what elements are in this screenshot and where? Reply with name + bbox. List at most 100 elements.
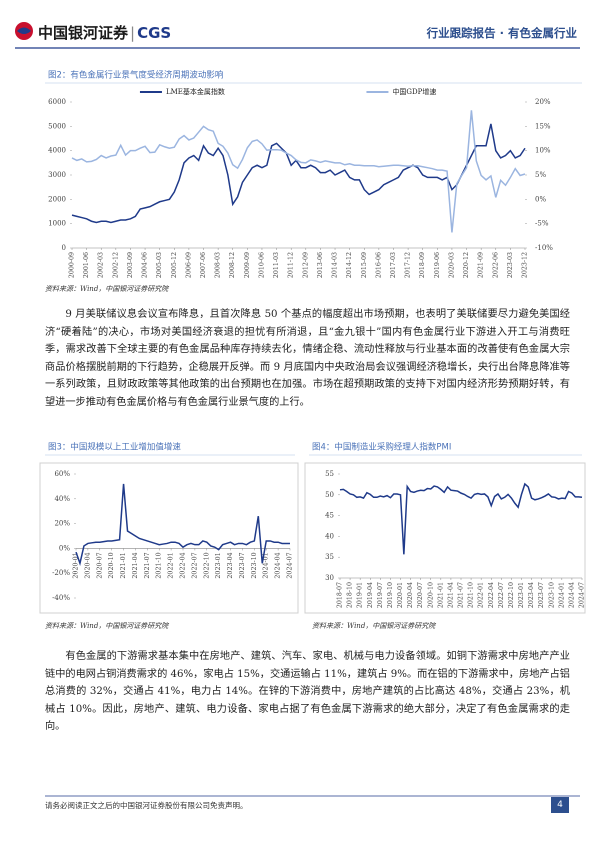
- logo-en: CGS: [137, 24, 172, 42]
- y2-tick-label: 20%: [535, 98, 551, 106]
- x-tick-label: 2023-10: [548, 582, 555, 608]
- series-line: [71, 110, 526, 233]
- paragraph: 有色金属的下游需求基本集中在房地产、建筑、汽车、家电、机械与电力设备领域。如铜下…: [45, 651, 570, 733]
- y-tick-label: 35: [325, 553, 334, 561]
- x-tick-label: 2024-07: [287, 552, 294, 578]
- y2-tick-label: 15%: [535, 122, 551, 130]
- x-tick-label: 2022-01: [168, 552, 175, 578]
- x-tick-label: 2020-03: [448, 252, 455, 278]
- logo-text: 中国银河证券 | CGS: [38, 22, 171, 43]
- y-tick-label: 55: [325, 470, 334, 478]
- x-tick-label: 2023-01: [518, 582, 525, 608]
- x-tick-label: 2020-07: [96, 552, 103, 578]
- y-tick-label: 20%: [54, 520, 70, 528]
- x-tick-label: 2020-10: [108, 552, 115, 578]
- y-tick-label: 1000: [48, 220, 66, 228]
- x-tick-label: 2005-12: [171, 252, 178, 278]
- x-tick-label: 2022-04: [488, 582, 495, 608]
- x-tick-label: 2022-07: [191, 552, 198, 578]
- x-tick-label: 2023-12: [522, 252, 529, 278]
- x-tick-label: 2017-12: [405, 252, 412, 278]
- paragraph: 9 月美联储议息会议宣布降息，且首次降息 50 个基点的幅度超出市场预期，也表明…: [45, 309, 570, 408]
- x-tick-label: 2021-04: [132, 552, 139, 578]
- x-tick-label: 2020-04: [84, 552, 91, 578]
- x-tick-label: 2024-04: [275, 552, 282, 578]
- series-line: [339, 482, 583, 555]
- x-tick-label: 2023-10: [251, 552, 258, 578]
- x-tick-label: 2021-10: [156, 552, 163, 578]
- x-tick-label: 2023-04: [528, 582, 535, 608]
- disclaimer: 请务必阅读正文之后的中国银河证券股份有限公司免责声明。: [45, 801, 248, 810]
- figure-title: 图4：中国制造业采购经理人指数PMI: [312, 442, 451, 453]
- x-tick-label: 2024-04: [568, 582, 575, 608]
- x-tick-label: 2019-10: [387, 582, 394, 608]
- y-tick-label: 6000: [48, 98, 66, 106]
- y2-tick-label: 10%: [535, 147, 551, 155]
- x-tick-label: 2008-12: [229, 252, 236, 278]
- x-tick-label: 2024-07: [579, 582, 586, 608]
- y-tick-label: 40: [325, 532, 334, 540]
- x-tick-label: 2022-04: [180, 552, 187, 578]
- legend-label: 中国GDP增速: [392, 87, 436, 96]
- x-tick-label: 2018-10: [347, 582, 354, 608]
- x-tick-label: 2004-06: [142, 252, 149, 278]
- y-tick-label: -20%: [52, 569, 70, 577]
- x-tick-label: 2019-06: [434, 252, 441, 278]
- y2-tick-label: -5%: [535, 220, 549, 228]
- x-tick-label: 2002-12: [112, 252, 119, 278]
- x-tick-label: 2001-06: [83, 252, 90, 278]
- x-tick-label: 2013-06: [317, 252, 324, 278]
- legend-label: LME基本金属指数: [166, 87, 225, 96]
- logo-divider: |: [130, 24, 136, 42]
- x-tick-label: 2012-09: [302, 252, 309, 278]
- y-tick-label: 45: [325, 512, 334, 520]
- y2-tick-label: -10%: [535, 244, 553, 252]
- x-tick-label: 2021-01: [437, 582, 444, 608]
- x-tick-label: 2016-06: [375, 252, 382, 278]
- x-tick-label: 2024-01: [558, 582, 565, 608]
- x-tick-label: 2022-10: [203, 552, 210, 578]
- x-tick-label: 2014-12: [346, 252, 353, 278]
- y-tick-label: 5000: [48, 122, 66, 130]
- x-tick-label: 2020-12: [463, 252, 470, 278]
- x-tick-label: 2023-07: [239, 552, 246, 578]
- y-tick-label: 0: [62, 244, 66, 252]
- y-tick-label: 3000: [48, 171, 66, 179]
- x-tick-label: 2009-09: [244, 252, 251, 278]
- source-note: 资料来源：Wind，中国银河证券研究院: [45, 285, 169, 293]
- x-tick-label: 2000-09: [69, 252, 76, 278]
- figure-title: 图3：中国规模以上工业增加值增速: [48, 442, 181, 453]
- logo-mark-inner: [17, 27, 31, 34]
- x-tick-label: 2021-10: [468, 582, 475, 608]
- x-tick-label: 2002-03: [98, 252, 105, 278]
- page-number: 4: [551, 797, 569, 813]
- y-tick-label: 40%: [54, 495, 70, 503]
- x-tick-label: 2018-07: [337, 582, 344, 608]
- y2-tick-label: 5%: [535, 171, 546, 179]
- x-tick-label: 2011-03: [273, 252, 280, 278]
- y-tick-label: 60%: [54, 470, 70, 478]
- y-tick-label: 30: [325, 574, 334, 582]
- x-tick-label: 2014-03: [332, 252, 339, 278]
- x-tick-label: 2005-03: [156, 252, 163, 278]
- x-tick-label: 2006-09: [185, 252, 192, 278]
- y-tick-label: 2000: [48, 195, 66, 203]
- x-tick-label: 2022-01: [478, 582, 485, 608]
- x-tick-label: 2008-03: [215, 252, 222, 278]
- figure-title: 图2：有色金属行业景气度受经济周期波动影响: [48, 70, 223, 81]
- x-tick-label: 2020-04: [407, 582, 414, 608]
- x-tick-label: 2010-06: [258, 252, 265, 278]
- figure-frame: [304, 462, 586, 614]
- source-note: 资料来源：Wind，中国银河证券研究院: [312, 622, 436, 630]
- figure-frame: [39, 462, 299, 614]
- x-tick-label: 2019-04: [367, 582, 374, 608]
- x-tick-label: 2023-03: [507, 252, 514, 278]
- x-tick-label: 2021-01: [120, 552, 127, 578]
- x-tick-label: 2021-07: [458, 582, 465, 608]
- y-tick-label: -40%: [52, 594, 70, 602]
- x-tick-label: 2021-09: [478, 252, 485, 278]
- x-tick-label: 2020-10: [427, 582, 434, 608]
- x-tick-label: 2021-07: [144, 552, 151, 578]
- x-tick-label: 2022-10: [508, 582, 515, 608]
